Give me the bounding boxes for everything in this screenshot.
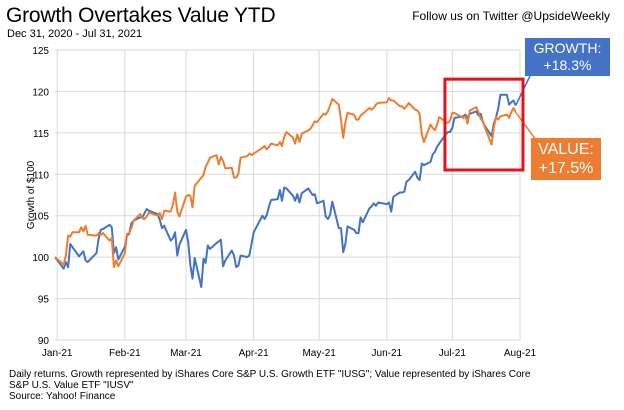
x-tick-label: May-21 xyxy=(302,348,336,359)
growth-callout: GROWTH: +18.3% xyxy=(525,38,610,76)
axes: 90 95 100 105 110 115 120 125 Jan-21 Feb-21 Mar-21… xyxy=(32,46,536,359)
y-axis-label: Growth of $100 xyxy=(26,160,37,229)
x-tick-label: Aug-21 xyxy=(504,348,537,359)
value-callout-label: VALUE: xyxy=(538,141,594,158)
x-tick-label: Apr-21 xyxy=(239,348,269,359)
y-tick-label: 100 xyxy=(32,253,49,264)
x-tick-label: Mar-21 xyxy=(170,348,202,359)
footnote-source: Source: Yahoo! Finance xyxy=(9,391,116,402)
growth-callout-value: +18.3% xyxy=(543,57,592,73)
twitter-credit: Follow us on Twitter @UpsideWeekly xyxy=(412,9,610,23)
series-line-value xyxy=(54,97,517,269)
value-connector xyxy=(515,111,537,141)
value-callout-value: +17.5% xyxy=(538,160,594,177)
y-tick-label: 105 xyxy=(32,212,49,223)
growth-callout-label: GROWTH: xyxy=(533,40,602,56)
x-tick-label: Feb-21 xyxy=(109,348,141,359)
x-tick-label: Jun-21 xyxy=(372,348,403,359)
highlight-box xyxy=(443,77,525,172)
y-tick-label: 95 xyxy=(38,295,50,306)
y-tick-label: 90 xyxy=(38,336,50,347)
y-tick-label: 115 xyxy=(33,129,49,140)
value-callout: VALUE: +17.5% xyxy=(531,138,601,180)
footnote-line-1: Daily returns. Growth represented by iSh… xyxy=(9,369,531,380)
series-line-growth xyxy=(54,93,517,288)
gridlines xyxy=(55,49,521,341)
chart-subtitle: Dec 31, 2020 - Jul 31, 2021 xyxy=(7,28,143,40)
x-tick-label: Jul-21 xyxy=(439,348,467,359)
chart-title: Growth Overtakes Value YTD xyxy=(6,4,276,27)
y-tick-label: 125 xyxy=(32,46,49,57)
y-tick-label: 110 xyxy=(33,170,49,181)
footnote-line-2: S&P U.S. Value ETF "IUSV" xyxy=(9,380,134,391)
y-tick-label: 120 xyxy=(32,87,49,98)
x-tick-label: Jan-21 xyxy=(42,348,73,359)
callout-connectors xyxy=(514,75,537,141)
series-lines xyxy=(54,93,517,288)
